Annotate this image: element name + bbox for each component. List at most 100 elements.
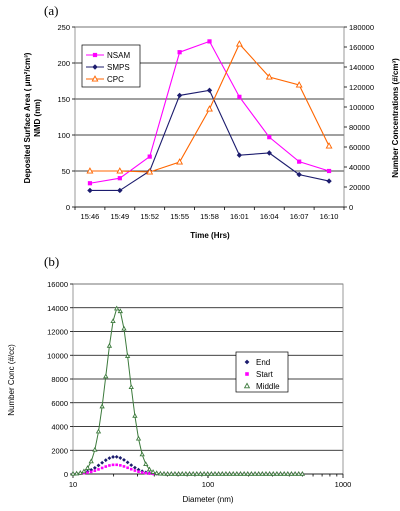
chart-a-point-cpc	[206, 105, 213, 112]
chart-b-point-middle	[292, 470, 298, 476]
chart-b-point-middle	[270, 470, 276, 476]
chart-a-y2-tick-label: 160000	[349, 43, 374, 52]
chart-a-point-smps	[326, 178, 332, 184]
chart-a-x-tick-label: 15:49	[110, 212, 129, 221]
chart-b-y-axis-label: Number Conc (#/cc)	[7, 344, 16, 416]
chart-a-y-tick-label: 0	[66, 203, 70, 212]
chart-b-point-start	[100, 466, 104, 470]
chart-b-point-end	[96, 463, 101, 468]
chart-b-point-middle	[114, 305, 120, 311]
chart-b-y-tick-label: 16000	[47, 280, 68, 289]
chart-b-point-middle	[252, 470, 258, 476]
chart-b-point-middle	[281, 470, 287, 476]
chart-b-point-start	[148, 472, 151, 475]
chart-b-point-end	[107, 456, 112, 461]
chart-b-y-tick-label: 8000	[51, 375, 68, 384]
chart-b-point-start	[137, 470, 140, 473]
chart-b-point-end	[118, 456, 123, 460]
chart-b: (b) 0 2000 4000 6000 8000 10000 12000 14000 1600…	[7, 254, 351, 504]
chart-a-y2-axis-label: Number Concentrations (#/cm³)	[391, 58, 400, 178]
chart-b-legend-marker-start	[245, 372, 249, 376]
chart-a: (a) 0 50 100 150 200 250 0 20000 40000 60000 80000…	[23, 3, 400, 240]
chart-b-point-middle	[277, 470, 284, 476]
chart-b-x-tick-label: 100	[202, 480, 215, 489]
chart-b-point-middle	[230, 470, 236, 476]
chart-b-point-middle	[164, 470, 171, 476]
chart-a-y2-tick-label: 80000	[349, 123, 370, 132]
chart-b-point-middle	[139, 451, 145, 457]
chart-b-point-start	[119, 464, 122, 467]
chart-a-legend-label-nsam: NSAM	[107, 51, 130, 60]
chart-b-point-middle	[150, 469, 156, 474]
chart-b-point-middle	[168, 470, 174, 476]
panel-a-label: (a)	[44, 3, 58, 18]
chart-b-point-middle	[208, 470, 215, 476]
chart-b-x-tick-label: 1000	[335, 480, 352, 489]
chart-b-point-middle	[215, 470, 222, 476]
chart-a-point-smps	[206, 87, 213, 94]
chart-b-point-middle	[143, 461, 149, 467]
chart-b-point-middle	[84, 465, 91, 470]
chart-b-point-end	[111, 455, 115, 459]
chart-b-point-start	[133, 469, 137, 472]
chart-b-point-start	[89, 470, 93, 474]
chart-b-point-middle	[70, 470, 76, 476]
panel-b-label: (b)	[44, 254, 59, 269]
chart-a-legend-box	[81, 44, 141, 88]
chart-b-point-middle	[128, 384, 134, 389]
chart-b-point-start	[140, 471, 144, 474]
chart-b-point-start	[97, 468, 100, 471]
chart-b-point-middle	[183, 470, 189, 476]
chart-a-x-tick-label: 15:55	[170, 212, 189, 221]
chart-b-point-middle	[172, 470, 178, 476]
chart-a-point-nsam	[326, 168, 332, 174]
chart-b-point-end	[89, 468, 94, 472]
chart-b-point-start	[86, 471, 89, 474]
chart-a-point-smps	[87, 187, 93, 194]
chart-b-point-middle	[194, 470, 200, 476]
chart-b-point-middle	[135, 435, 142, 441]
chart-b-point-middle	[157, 470, 164, 476]
chart-b-y-tick-label: 0	[64, 470, 68, 479]
chart-a-point-cpc	[265, 73, 273, 80]
chart-b-point-middle	[190, 470, 196, 476]
chart-b-legend-marker-end	[244, 359, 250, 365]
chart-a-point-nsam	[297, 159, 302, 164]
chart-b-point-middle	[241, 470, 247, 476]
chart-b-point-middle	[99, 403, 105, 409]
chart-b-point-middle	[77, 470, 83, 475]
chart-b-y-tick-label: 6000	[51, 399, 68, 408]
chart-b-point-end	[114, 454, 119, 459]
chart-b-point-middle	[299, 470, 306, 476]
chart-b-point-start	[122, 465, 126, 468]
chart-b-point-middle	[266, 470, 273, 476]
chart-a-point-smps	[176, 92, 183, 99]
chart-b-point-middle	[205, 470, 211, 476]
chart-b-point-middle	[154, 470, 160, 476]
chart-b-point-start	[126, 466, 129, 470]
chart-b-point-start	[111, 463, 115, 467]
chart-b-point-start	[115, 463, 118, 467]
chart-b-point-start	[104, 465, 108, 468]
chart-b-point-middle	[197, 470, 204, 476]
chart-a-y-tick-label: 100	[57, 131, 70, 140]
chart-b-point-middle	[132, 412, 138, 418]
chart-b-point-middle	[179, 470, 185, 476]
chart-a-y-tick-label: 50	[62, 167, 70, 176]
chart-b-legend-label-middle: Middle	[256, 382, 280, 391]
chart-a-x-tick-label: 16:01	[230, 212, 249, 221]
chart-b-point-middle	[288, 470, 295, 476]
chart-a-legend-marker-nsam	[92, 52, 98, 58]
chart-b-point-end	[132, 465, 137, 470]
chart-b-point-middle	[223, 470, 229, 476]
chart-b-legend-label-end: End	[256, 358, 270, 367]
chart-a-y2-tick-label: 0	[349, 203, 353, 212]
chart-a-x-tick-label: 16:10	[320, 212, 339, 221]
chart-a-y2-tick-label: 40000	[349, 163, 370, 172]
chart-b-point-middle	[256, 470, 262, 476]
chart-a-x-tick-label: 15:52	[140, 212, 159, 221]
chart-a-y2-tick-label: 20000	[349, 183, 370, 192]
chart-b-x-axis-label: Diameter (nm)	[182, 495, 233, 504]
chart-a-y-tick-label: 250	[57, 23, 70, 32]
chart-b-point-middle	[248, 470, 255, 476]
